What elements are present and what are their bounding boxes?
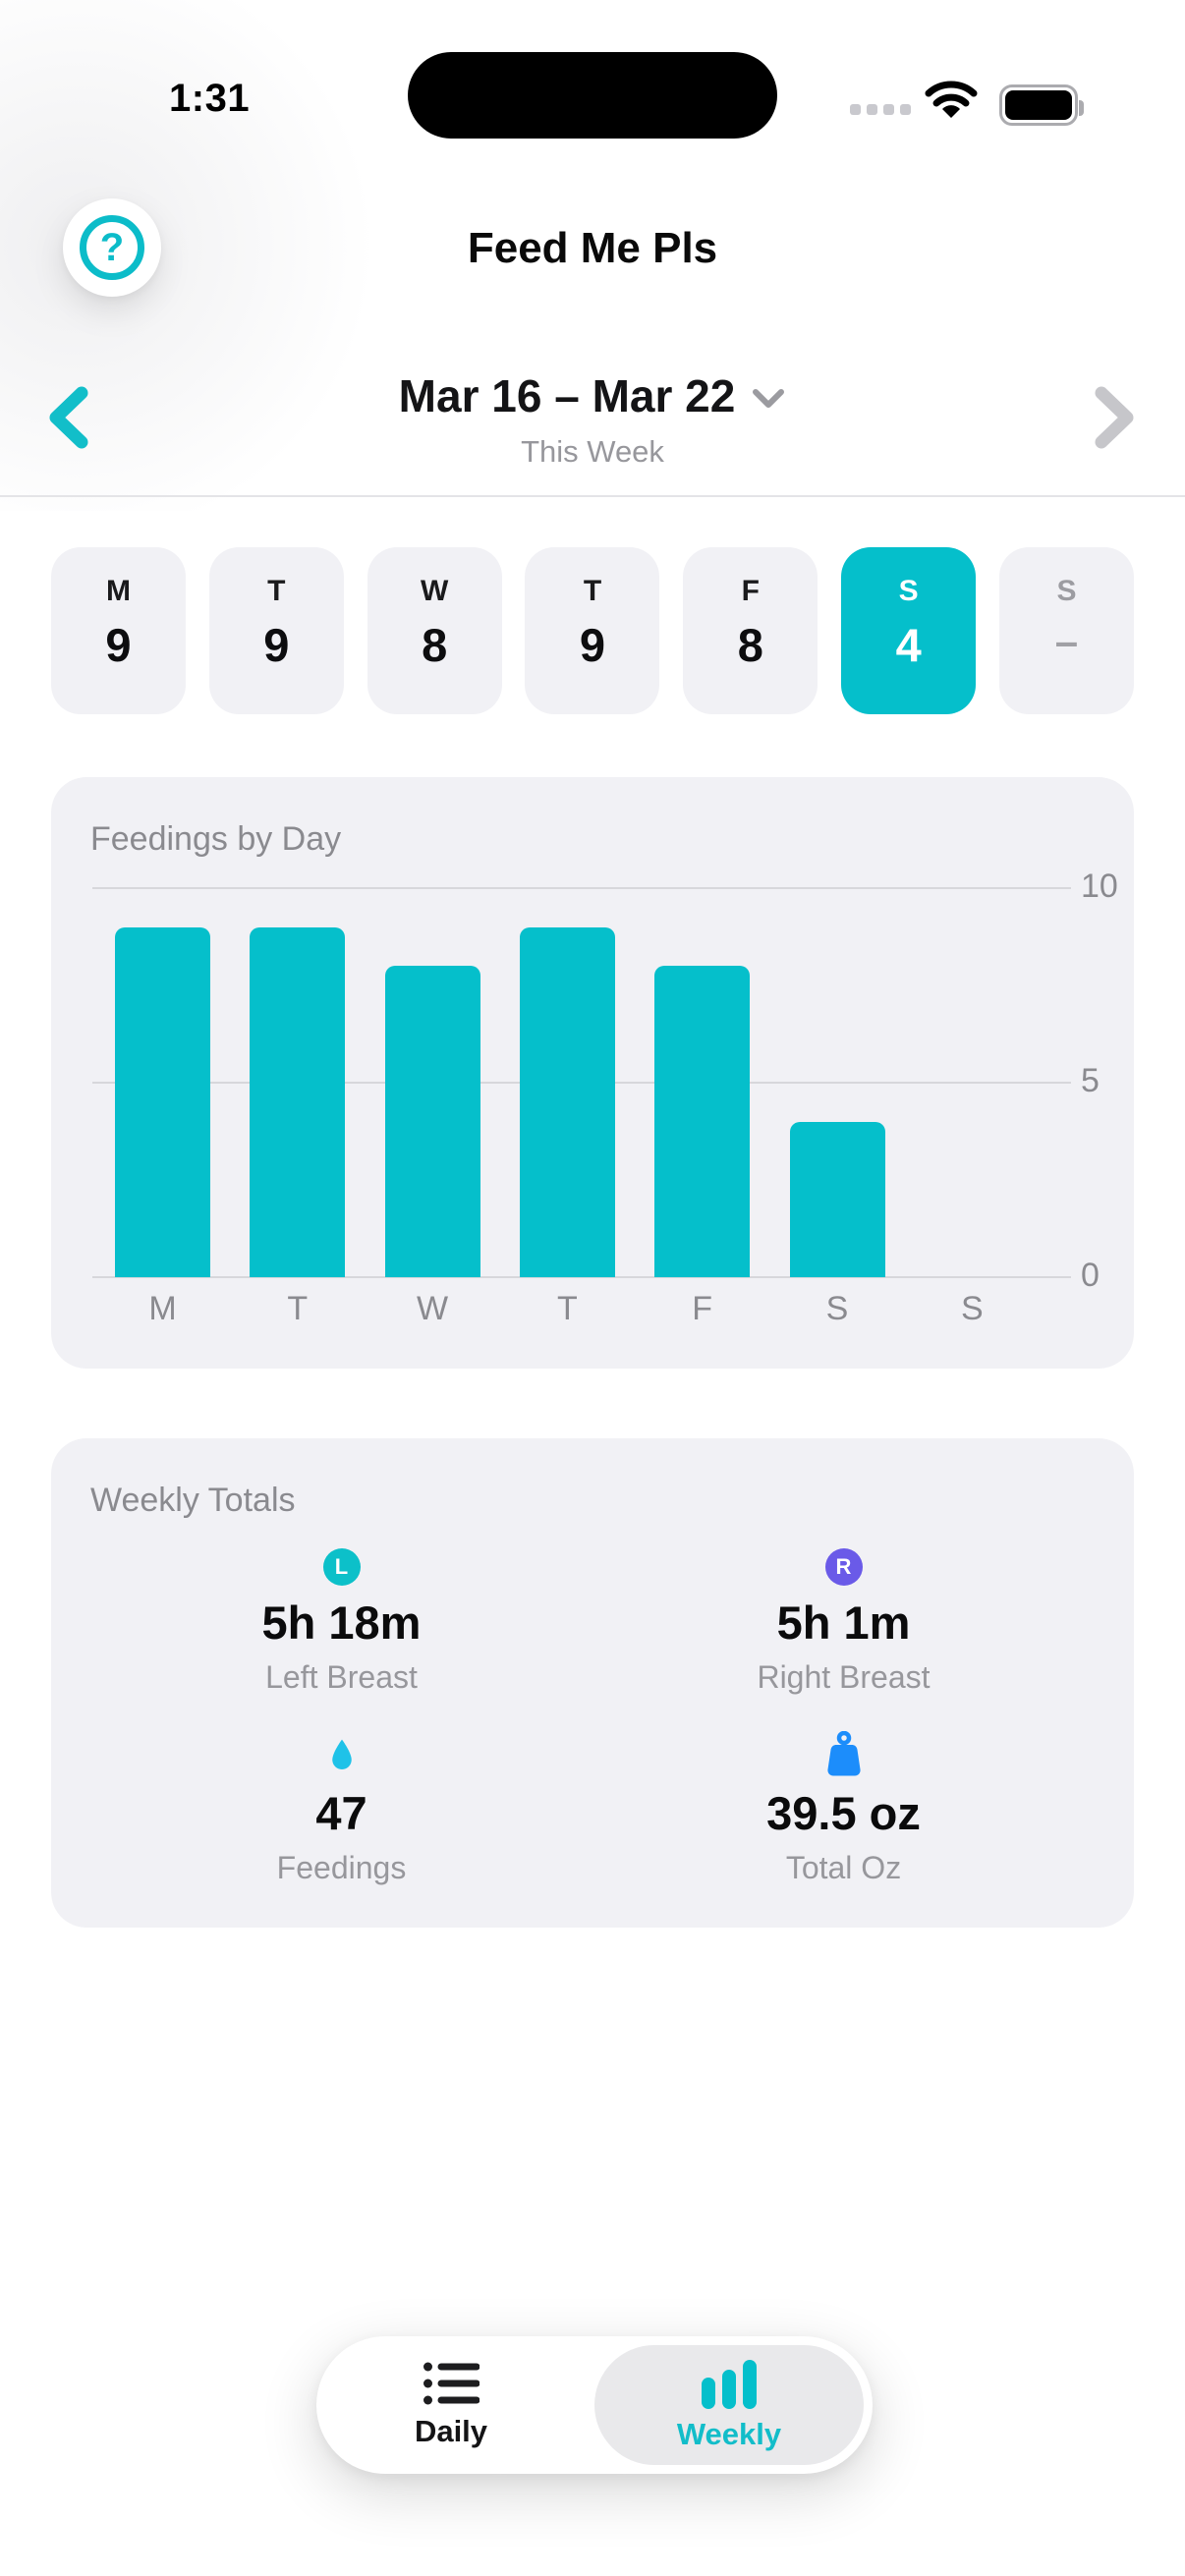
wifi-icon (925, 81, 978, 125)
help-button[interactable]: ? (63, 198, 161, 297)
y-tick-label: 5 (1081, 1062, 1100, 1099)
left-breast-value: 5h 18m (261, 1596, 422, 1649)
chart-title: Feedings by Day (90, 820, 342, 858)
weekly-totals-card: Weekly Totals L 5h 18m Left Breast R 5h … (51, 1438, 1134, 1928)
dynamic-island (408, 52, 777, 139)
chevron-right-icon (1095, 386, 1134, 449)
x-tick-label: T (287, 1290, 309, 1327)
x-tick-label: M (148, 1290, 177, 1327)
chart-bar (384, 966, 480, 1277)
tab-daily[interactable]: Daily (316, 2336, 586, 2474)
chart-bar (250, 926, 346, 1277)
stat-feedings: 47 Feedings (90, 1729, 592, 1886)
bar-chart-icon (702, 2360, 757, 2409)
week-range-dropdown[interactable]: Mar 16 – Mar 22 (0, 369, 1185, 422)
x-tick-label: S (960, 1290, 984, 1327)
day-cell[interactable]: S – (998, 547, 1134, 714)
status-time: 1:31 (169, 77, 251, 120)
feedings-value: 47 (315, 1787, 367, 1839)
weekly-totals-title: Weekly Totals (90, 1482, 296, 1519)
x-tick-label: F (692, 1290, 713, 1327)
stat-right-breast: R 5h 1m Right Breast (592, 1539, 1095, 1696)
app-title: Feed Me Pls (467, 224, 718, 272)
gridline (92, 887, 1071, 889)
right-breast-badge-icon: R (824, 1548, 863, 1586)
battery-icon (999, 84, 1084, 126)
tab-weekly-label: Weekly (676, 2417, 782, 2451)
next-week-button[interactable] (1093, 385, 1138, 455)
x-tick-label: W (417, 1290, 449, 1327)
tab-weekly[interactable]: Weekly (594, 2345, 864, 2465)
stat-total-oz: 39.5 oz Total Oz (592, 1729, 1095, 1886)
weekly-stats-grid: L 5h 18m Left Breast R 5h 1m Right Breas… (90, 1539, 1095, 1886)
gridline (92, 1276, 1071, 1278)
week-subtitle: This Week (521, 434, 664, 469)
stat-left-breast: L 5h 18m Left Breast (90, 1539, 592, 1696)
feedings-chart-card: Feedings by Day 10 5 0 M T W T F S S (51, 777, 1134, 1369)
y-tick-label: 10 (1081, 868, 1118, 905)
left-breast-badge-icon: L (322, 1548, 361, 1586)
cellular-signal-dots-icon (850, 104, 911, 115)
chart-bar (654, 966, 751, 1277)
right-breast-value: 5h 1m (776, 1596, 911, 1649)
previous-week-button[interactable] (45, 385, 90, 455)
chevron-left-icon (49, 386, 88, 449)
left-breast-label: Left Breast (265, 1659, 418, 1695)
weight-icon (826, 1731, 861, 1776)
x-tick-label: S (825, 1290, 849, 1327)
drop-icon (331, 1739, 352, 1769)
x-tick-label: T (557, 1290, 578, 1327)
y-tick-label: 0 (1081, 1257, 1100, 1294)
chart-bar (115, 926, 210, 1277)
feedings-chart-plot: 10 5 0 M T W T F S S (51, 777, 1134, 1369)
feedings-label: Feedings (276, 1850, 407, 1885)
total-oz-value: 39.5 oz (766, 1787, 921, 1839)
chart-bar (519, 926, 615, 1277)
tab-daily-label: Daily (414, 2414, 488, 2448)
header-divider (0, 495, 1185, 497)
view-mode-tab-bar: Daily Weekly (316, 2336, 873, 2474)
right-breast-label: Right Breast (757, 1659, 931, 1695)
week-range-label: Mar 16 – Mar 22 (398, 370, 736, 421)
total-oz-label: Total Oz (785, 1850, 902, 1885)
chevron-down-icon (753, 389, 785, 408)
list-icon (423, 2362, 480, 2405)
question-mark-icon: ? (80, 215, 144, 280)
chart-bar (789, 1121, 885, 1277)
